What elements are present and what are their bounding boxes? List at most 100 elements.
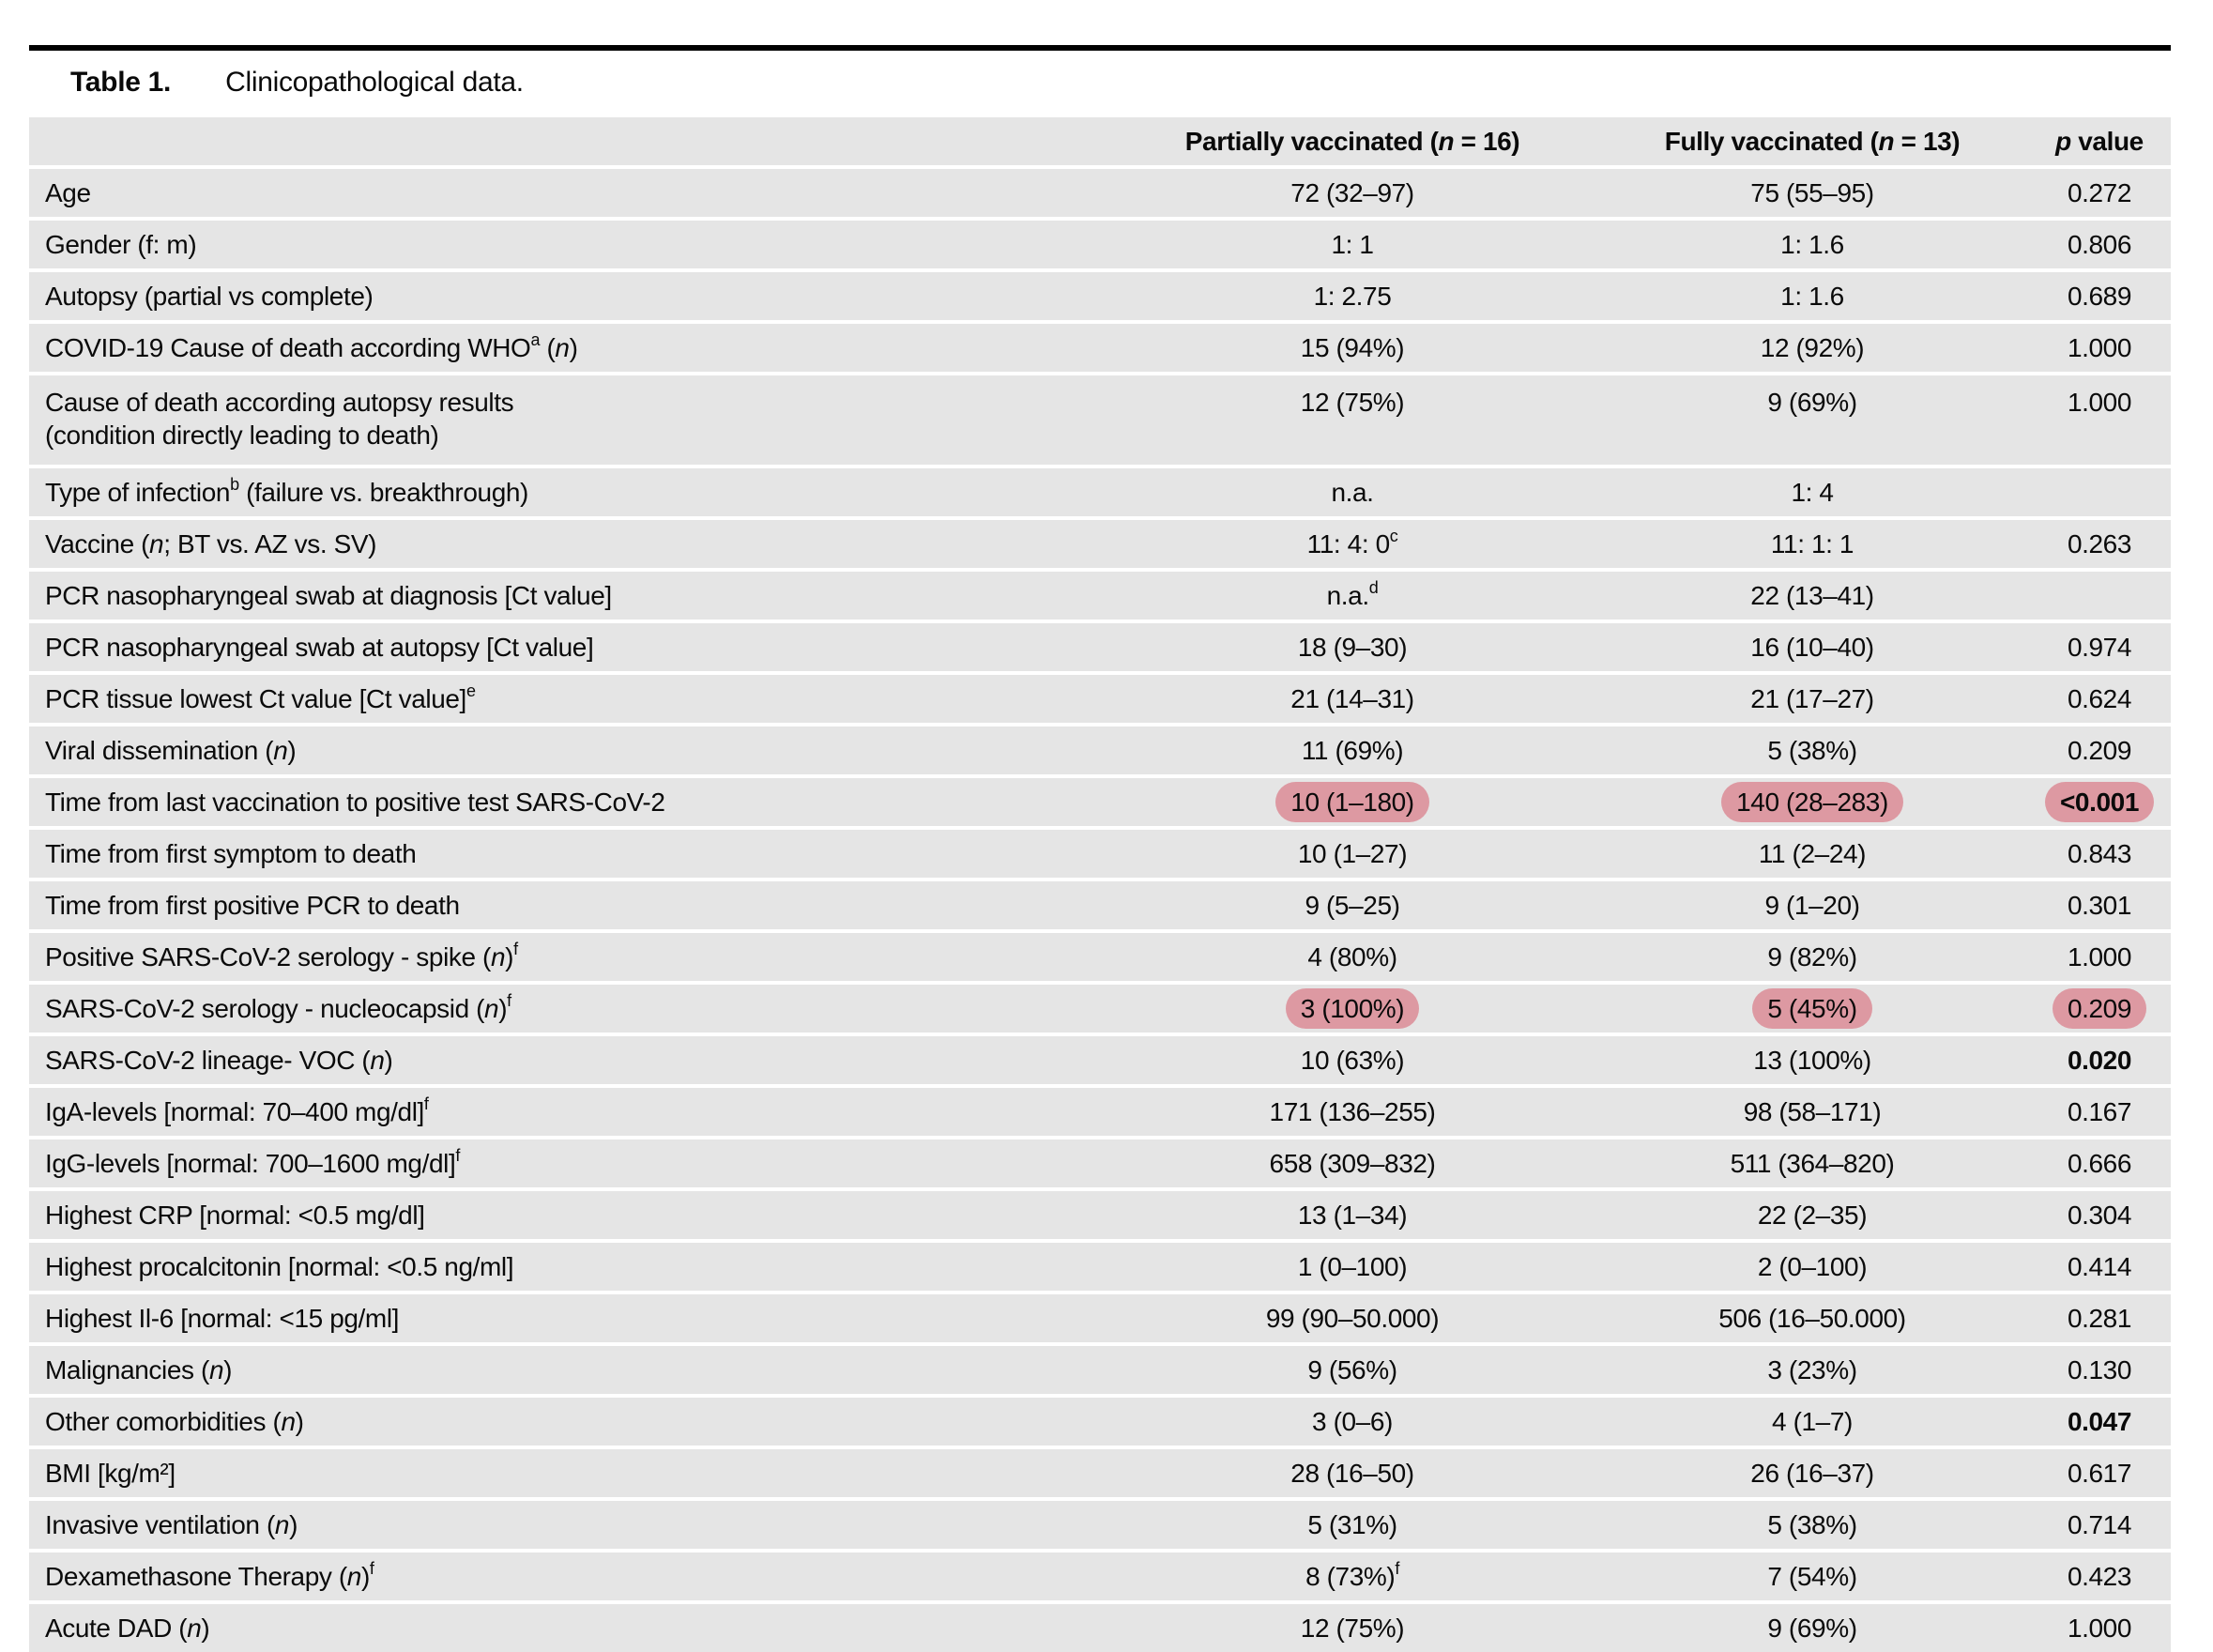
value-fully-vaccinated: 9 (69%) [1767,388,1857,417]
value-fully-vaccinated: 9 (69%) [1767,1614,1857,1643]
p-value: 0.806 [2067,230,2132,259]
row-label: Gender (f: m) [45,230,197,259]
p-value: 0.414 [2067,1252,2132,1281]
value-fully-vaccinated: 13 (100%) [1753,1046,1871,1075]
p-value: 0.423 [2067,1562,2132,1591]
value-partially-vaccinated: 1 (0–100) [1297,1252,1408,1281]
p-value: 0.167 [2067,1097,2132,1126]
p-value: 0.263 [2067,529,2132,558]
value-fully-vaccinated: 1: 1.6 [1780,230,1844,259]
value-fully-vaccinated: 5 (38%) [1767,1510,1857,1539]
value-partially-vaccinated: 10 (1–27) [1297,839,1408,868]
row-label: PCR nasopharyngeal swab at autopsy [Ct v… [45,633,594,662]
value-partially-vaccinated: 21 (14–31) [1290,684,1414,713]
value-fully-vaccinated: 1: 1.6 [1780,282,1844,311]
value-partially-vaccinated: 171 (136–255) [1269,1097,1436,1126]
row-label: SARS-CoV-2 lineage- VOC (n) [45,1046,393,1075]
value-fully-vaccinated: 11: 1: 1 [1770,529,1854,558]
table-row: Vaccine (n; BT vs. AZ vs. SV) 11: 4: 0c … [29,520,2171,568]
table-row: Gender (f: m) 1: 1 1: 1.6 0.806 [29,221,2171,268]
value-fully-vaccinated: 22 (2–35) [1757,1201,1868,1230]
row-label: Other comorbidities (n) [45,1407,304,1436]
table-row: Time from first positive PCR to death 9 … [29,881,2171,929]
highlight-annotation: 10 (1–180) [1275,782,1429,822]
value-partially-vaccinated: 12 (75%) [1300,388,1405,417]
table-row: Age 72 (32–97) 75 (55–95) 0.272 [29,169,2171,217]
value-partially-vaccinated: 11: 4: 0c [1306,527,1398,558]
value-fully-vaccinated: 26 (16–37) [1750,1459,1874,1488]
value-partially-vaccinated: 1: 1 [1331,230,1374,259]
row-label: PCR tissue lowest Ct value [Ct value]e [45,681,476,713]
header-p-value: p value [2055,127,2144,156]
p-value: <0.001 [2028,782,2171,822]
value-partially-vaccinated: 5 (31%) [1307,1510,1397,1539]
table-row: Malignancies (n) 9 (56%) 3 (23%) 0.130 [29,1346,2171,1394]
value-partially-vaccinated: 72 (32–97) [1290,178,1414,207]
table-row: PCR nasopharyngeal swab at diagnosis [Ct… [29,572,2171,620]
p-value: 0.689 [2067,282,2132,311]
table-row: Highest CRP [normal: <0.5 mg/dl] 13 (1–3… [29,1191,2171,1239]
table-row: Highest procalcitonin [normal: <0.5 ng/m… [29,1243,2171,1291]
table-row: Type of infectionb (failure vs. breakthr… [29,468,2171,516]
highlight-annotation: 3 (100%) [1285,988,1420,1029]
row-label: Invasive ventilation (n) [45,1510,298,1539]
table-row: Highest Il-6 [normal: <15 pg/ml] 99 (90–… [29,1294,2171,1342]
value-fully-vaccinated: 11 (2–24) [1758,839,1867,868]
row-label: SARS-CoV-2 serology - nucleocapsid (n)f [45,991,511,1023]
value-partially-vaccinated: 10 (63%) [1300,1046,1405,1075]
table-row: COVID-19 Cause of death according WHOa (… [29,324,2171,372]
table-row: BMI [kg/m²] 28 (16–50) 26 (16–37) 0.617 [29,1449,2171,1497]
highlight-annotation: 5 (45%) [1752,988,1872,1029]
row-label: Time from first symptom to death [45,839,417,868]
table-figure: Table 1. Clinicopathological data. Partia… [29,45,2171,1652]
table-row: Time from first symptom to death 10 (1–2… [29,830,2171,878]
table-top-rule [29,45,2171,51]
clinicopathological-table: Partially vaccinated (n = 16) Fully vacc… [29,117,2171,1652]
value-fully-vaccinated: 140 (28–283) [1596,782,2028,822]
p-value: 1.000 [2067,333,2132,362]
value-partially-vaccinated: 1: 2.75 [1313,282,1392,311]
row-label: BMI [kg/m²] [45,1459,176,1488]
value-fully-vaccinated: 5 (45%) [1596,988,2028,1029]
value-fully-vaccinated: 1: 4 [1791,478,1834,507]
value-partially-vaccinated: 15 (94%) [1300,333,1405,362]
value-fully-vaccinated: 4 (1–7) [1772,1407,1853,1436]
p-value: 1.000 [2067,1614,2132,1643]
p-value: 0.624 [2067,684,2132,713]
value-fully-vaccinated: 7 (54%) [1767,1562,1857,1591]
value-partially-vaccinated: n.a.d [1326,578,1379,610]
header-fully-vaccinated: Fully vaccinated (n = 13) [1664,127,1961,156]
row-label: PCR nasopharyngeal swab at diagnosis [Ct… [45,581,612,610]
p-value: 0.617 [2067,1459,2132,1488]
table-row: IgA-levels [normal: 70–400 mg/dl]f 171 (… [29,1088,2171,1136]
row-label: Highest CRP [normal: <0.5 mg/dl] [45,1201,425,1230]
table-row: PCR tissue lowest Ct value [Ct value]e 2… [29,675,2171,723]
value-fully-vaccinated: 506 (16–50.000) [1718,1304,1906,1333]
table-row: Viral dissemination (n) 11 (69%) 5 (38%)… [29,727,2171,774]
value-partially-vaccinated: 9 (56%) [1307,1355,1397,1384]
row-label: Time from first positive PCR to death [45,891,460,920]
row-label: Cause of death according autopsy results… [45,388,514,450]
table-row: Autopsy (partial vs complete) 1: 2.75 1:… [29,272,2171,320]
p-value: 0.130 [2067,1355,2132,1384]
p-value: 0.209 [2067,736,2132,765]
row-label: Viral dissemination (n) [45,736,297,765]
p-value: 0.666 [2067,1149,2132,1178]
row-label: Vaccine (n; BT vs. AZ vs. SV) [45,529,377,558]
p-value: 0.209 [2028,988,2171,1029]
value-partially-vaccinated: 658 (309–832) [1269,1149,1436,1178]
table-caption-text: Clinicopathological data. [225,67,524,98]
header-partially-vaccinated: Partially vaccinated (n = 16) [1184,127,1520,156]
value-partially-vaccinated: 8 (73%)f [1305,1559,1399,1591]
value-fully-vaccinated: 2 (0–100) [1757,1252,1868,1281]
row-label: Dexamethasone Therapy (n)f [45,1559,374,1591]
table-row: SARS-CoV-2 lineage- VOC (n) 10 (63%) 13 … [29,1036,2171,1084]
p-value: 0.301 [2067,891,2132,920]
value-fully-vaccinated: 98 (58–171) [1743,1097,1882,1126]
p-value: 0.272 [2067,178,2132,207]
table-row: Invasive ventilation (n) 5 (31%) 5 (38%)… [29,1501,2171,1549]
table-row: Acute DAD (n) 12 (75%) 9 (69%) 1.000 [29,1604,2171,1652]
value-partially-vaccinated: 9 (5–25) [1305,891,1400,920]
table-row: Other comorbidities (n) 3 (0–6) 4 (1–7) … [29,1398,2171,1446]
value-fully-vaccinated: 3 (23%) [1767,1355,1857,1384]
